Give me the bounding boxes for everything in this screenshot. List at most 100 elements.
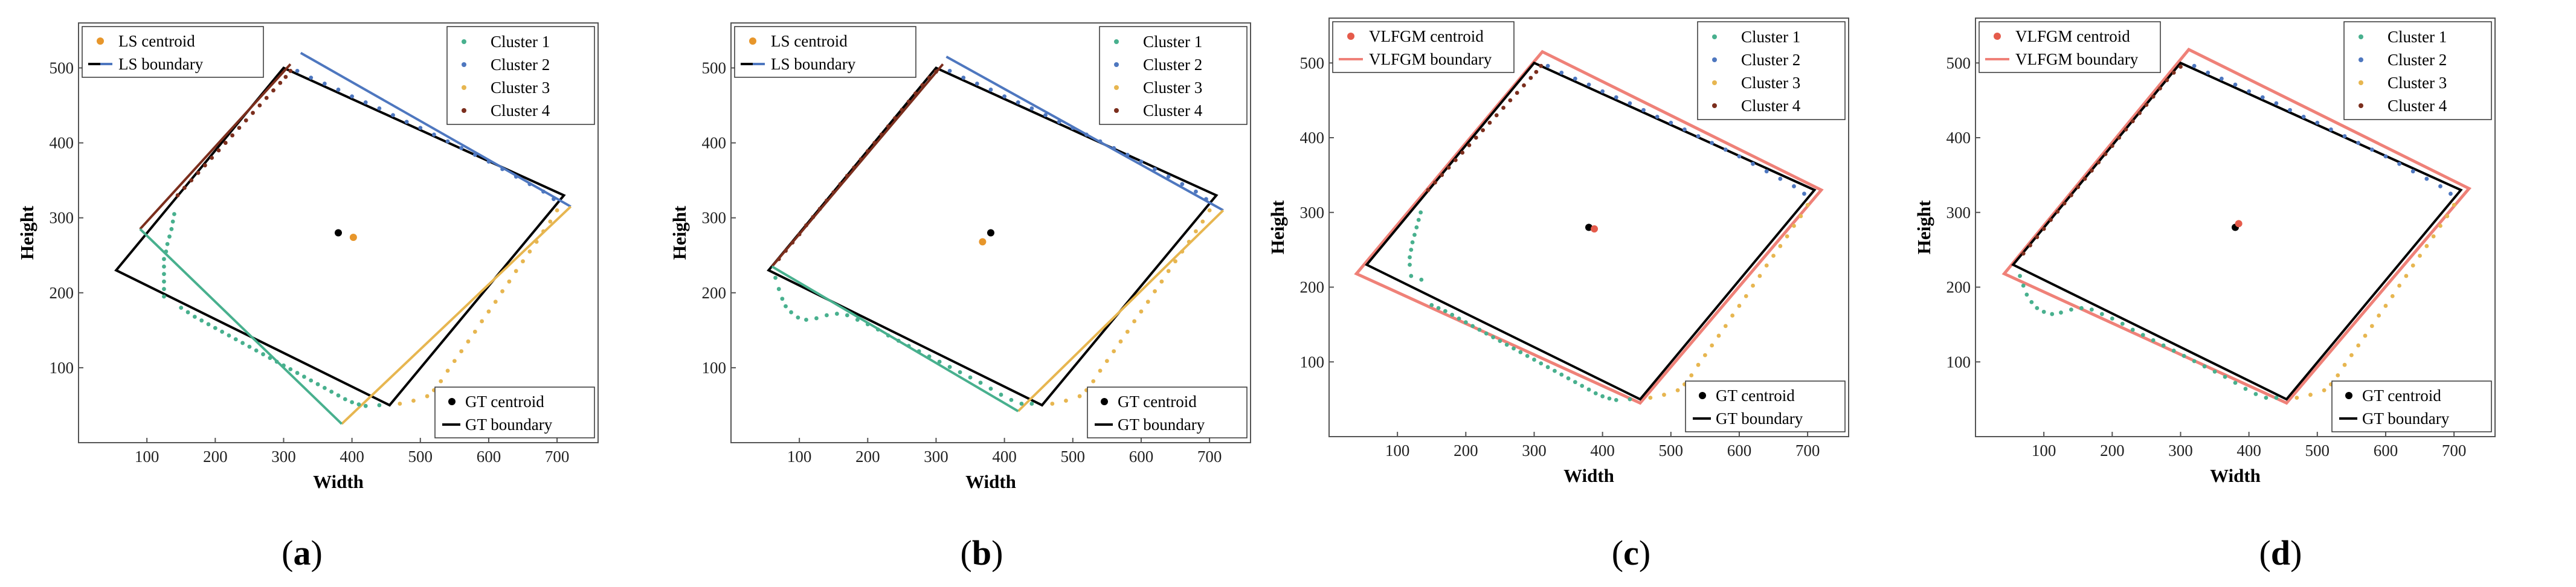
cluster-2-point <box>1573 76 1577 81</box>
method-centroid <box>979 238 987 246</box>
cluster-3-point <box>2322 388 2326 393</box>
cluster-1-point <box>968 375 973 380</box>
cluster-1-point <box>1518 350 1523 354</box>
legend-cluster-marker <box>462 85 466 90</box>
cluster-4-point <box>790 240 795 245</box>
legend-cluster-label: Cluster 3 <box>1741 74 1800 92</box>
cluster-2-point <box>2329 127 2333 132</box>
cluster-4-point <box>271 88 275 93</box>
legend-gt-centroid-marker <box>448 398 456 405</box>
cluster-1-point <box>1593 391 1598 396</box>
cluster-3-point <box>493 300 498 304</box>
legend-centroid-marker <box>749 37 756 45</box>
cluster-1-point <box>213 326 217 330</box>
cluster-2-point <box>1778 176 1783 181</box>
cluster-1-point <box>2089 307 2094 312</box>
y-axis-label: Height <box>669 205 690 260</box>
cluster-3-point <box>521 259 525 264</box>
cluster-4-point <box>264 95 269 100</box>
cluster-3-point <box>2308 393 2313 397</box>
legend-centroid-marker <box>1994 33 2001 40</box>
cluster-1-point <box>1600 394 1605 399</box>
y-tick-label: 200 <box>50 284 74 302</box>
cluster-4-point <box>2178 65 2183 69</box>
x-axis-label: Width <box>313 471 364 492</box>
cluster-1-point <box>1414 225 1419 229</box>
gt-centroid <box>1585 223 1592 231</box>
cluster-4-point <box>811 215 816 219</box>
cluster-2-point <box>309 75 314 80</box>
cluster-4-point <box>1501 106 1505 110</box>
cluster-1-point <box>1443 309 1447 313</box>
cluster-3-point <box>514 269 518 274</box>
cluster-4-point <box>920 83 925 88</box>
legend-cluster-marker <box>1114 108 1119 113</box>
legend-boundary-label: VLFGM boundary <box>1369 50 1492 68</box>
legend-cluster-marker <box>462 39 466 44</box>
legend-clusters <box>2343 21 2492 120</box>
cluster-3-point <box>480 319 485 324</box>
cluster-4-point <box>1508 98 1513 103</box>
legend-gt <box>2331 380 2492 432</box>
cluster-2-point <box>1655 114 1660 119</box>
y-tick-label: 100 <box>50 359 74 377</box>
legend-cluster-marker <box>1114 85 1119 90</box>
cluster-1-point <box>162 264 166 269</box>
cluster-2-point <box>1043 113 1048 118</box>
legend-cluster-marker <box>2359 80 2363 85</box>
cluster-2-point <box>500 167 504 172</box>
subplot-label: (d) <box>2259 533 2302 573</box>
cluster-2-point <box>472 153 477 157</box>
legend-clusters <box>1099 26 1248 125</box>
panel-d: 100 200 300 400 500 600 700 100 200 300 400 500 Widt… <box>1913 18 2496 573</box>
cluster-4-point <box>2062 201 2067 206</box>
cluster-2-point <box>974 82 979 86</box>
legend-gt <box>1087 387 1248 438</box>
cluster-1-point <box>169 226 174 231</box>
legend-method <box>82 26 264 78</box>
cluster-1-point <box>896 338 901 343</box>
y-axis-label: Height <box>1913 200 1934 254</box>
y-tick-label: 300 <box>50 209 74 227</box>
cluster-4-point <box>2144 103 2149 107</box>
ls-boundary-segment <box>341 205 572 425</box>
legend-gt <box>1685 380 1846 432</box>
cluster-2-point <box>1098 139 1103 144</box>
cluster-1-point <box>1429 303 1434 307</box>
cluster-3-point <box>1764 263 1769 268</box>
cluster-1-point <box>1408 255 1412 260</box>
x-tick-label: 600 <box>477 447 501 466</box>
y-tick-label: 500 <box>1300 54 1325 72</box>
y-tick-label: 100 <box>1300 353 1325 371</box>
cluster-3-point <box>2294 396 2299 400</box>
legend-cluster-marker <box>462 108 466 113</box>
legend-cluster-label: Cluster 3 <box>2388 74 2447 92</box>
cluster-3-point <box>1064 399 1068 403</box>
cluster-2-point <box>1792 184 1796 188</box>
cluster-1-point <box>288 367 293 371</box>
x-tick-label: 300 <box>1522 441 1547 460</box>
x-tick-label: 700 <box>1795 441 1820 460</box>
legend-cluster-label: Cluster 4 <box>491 101 550 120</box>
x-tick-label: 500 <box>1061 447 1086 466</box>
cluster-2-point <box>2260 95 2265 100</box>
cluster-3-point <box>1077 394 1082 399</box>
cluster-2-point <box>336 88 341 92</box>
subplot-label: (a) <box>282 533 323 573</box>
cluster-4-point <box>230 133 235 138</box>
cluster-4-point <box>189 178 194 183</box>
cluster-1-point <box>2029 300 2034 304</box>
legend-cluster-marker <box>1712 103 1717 108</box>
cluster-4-point <box>1494 113 1499 118</box>
cluster-4-point <box>175 193 180 197</box>
x-tick-label: 100 <box>135 447 159 466</box>
plot-frame <box>730 22 1251 443</box>
cluster-1-point <box>1586 387 1591 392</box>
cluster-1-point <box>2099 312 2104 316</box>
cluster-3-point <box>452 359 457 364</box>
cluster-3-point <box>2438 223 2442 228</box>
cluster-3-point <box>1723 324 1728 329</box>
cluster-4-point <box>2110 144 2114 149</box>
cluster-1-point <box>865 322 870 327</box>
cluster-1-point <box>845 313 849 318</box>
